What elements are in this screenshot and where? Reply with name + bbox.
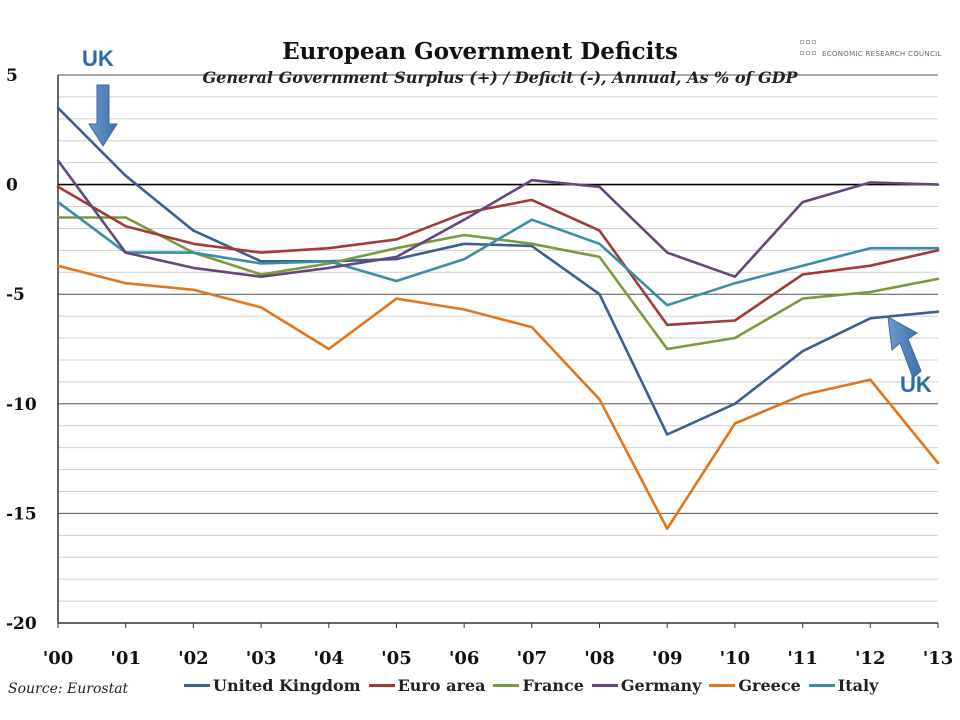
annotation-arrows [88,84,922,379]
legend-item-germany: Germany [591,676,702,695]
x-tick-label: '12 [855,648,886,669]
y-tick-label: -15 [6,504,37,524]
y-tick-label: -5 [6,285,25,305]
x-tick-label: '07 [517,648,548,669]
legend-label: Greece [738,676,801,695]
legend-swatch [184,684,210,687]
uk-arrow-down-icon [88,84,118,147]
gridlines [58,74,938,602]
legend-label: France [522,676,584,695]
chart-title: European Government Deficits [282,38,678,65]
y-tick-label: 0 [6,176,18,196]
legend-label: Euro area [397,676,486,695]
x-tick-label: '01 [110,648,141,669]
uk-annotation-top: UK [82,46,114,71]
x-tick-label: '02 [178,648,209,669]
x-tick-labels: '00 '01 '02 '03 '04 '05 '06 '07 '08 '09 '10 '11 '12 '… [43,648,954,669]
series-lines [56,106,940,531]
brand-logo: ECONOMIC RESEARCH COUNCIL [800,40,942,60]
series-line-united-kingdom [56,106,940,436]
legend-swatch [591,684,618,687]
x-tick-label: '13 [923,648,954,669]
x-tick-label: '08 [584,648,615,669]
brand-grid-icon [800,40,818,60]
y-tick-labels: 5 0 -5 -10 -15 -20 [6,66,37,634]
x-tick-label: '10 [720,648,751,669]
legend-swatch [493,684,520,687]
x-tick-label: '06 [449,648,480,669]
chart-legend: United Kingdom Euro area France Germany Gree… [184,676,886,695]
legend-item-italy: Italy [808,676,879,695]
legend-item-euro-area: Euro area [368,676,486,695]
legend-label: United Kingdom [213,676,361,695]
uk-arrow-up-left-icon [887,316,922,379]
x-tick-label: '11 [787,648,818,669]
legend-label: Germany [620,676,702,695]
y-tick-label: -10 [6,395,37,415]
legend-item-greece: Greece [709,676,801,695]
x-tick-label: '05 [381,648,412,669]
legend-item-united-kingdom: United Kingdom [184,676,361,695]
chart-subtitle: General Government Surplus (+) / Deficit… [202,68,798,87]
y-tick-label: -20 [6,614,37,634]
series-line-euro-area [56,185,940,327]
x-tick-label: '03 [246,648,277,669]
series-line-italy [56,200,940,307]
axes [57,75,939,628]
series-line-greece [56,264,940,531]
legend-swatch [808,684,835,687]
brand-name: ECONOMIC RESEARCH COUNCIL [822,50,942,58]
uk-annotation-bottom: UK [900,372,932,397]
y-tick-label: 5 [6,66,18,86]
legend-item-france: France [493,676,584,695]
legend-label: Italy [837,676,879,695]
x-tick-label: '00 [43,648,74,669]
x-tick-label: '09 [652,648,683,669]
legend-swatch [709,684,736,687]
series-line-germany [56,159,940,279]
series-line-france [56,216,940,351]
x-tick-label: '04 [313,648,344,669]
legend-swatch [368,684,395,687]
source-note: Source: Eurostat [8,681,129,697]
